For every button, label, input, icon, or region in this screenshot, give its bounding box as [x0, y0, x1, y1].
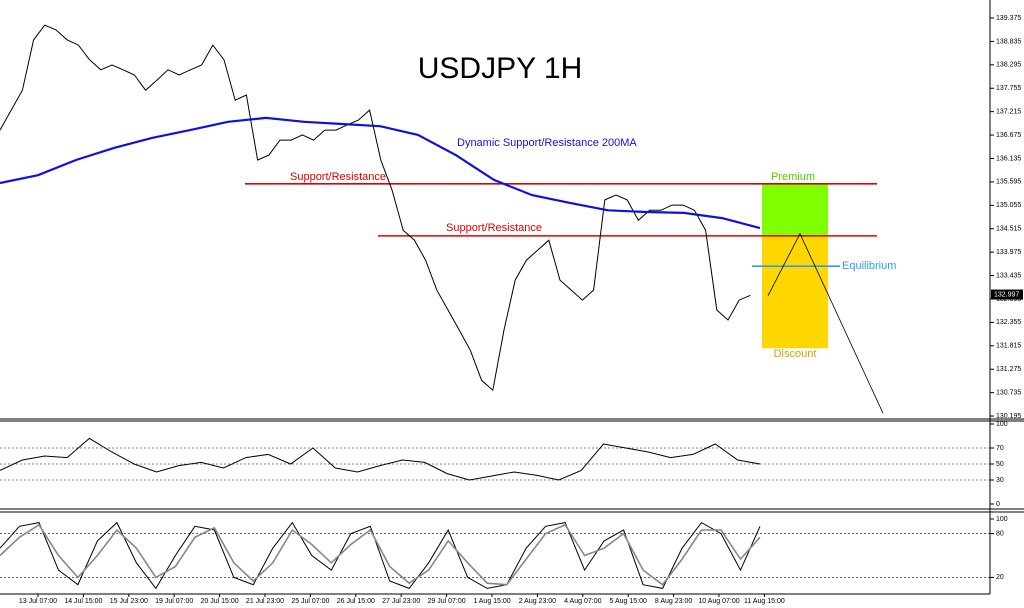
y-tick-label: 131.275 — [996, 366, 1021, 373]
oscillator-line — [0, 437, 761, 481]
price-line — [0, 24, 751, 392]
x-tick-label: 5 Aug 15:00 — [610, 598, 647, 605]
y-tick-label: 30 — [996, 477, 1004, 484]
x-tick-label: 27 Jul 23:00 — [382, 598, 420, 605]
y-tick-label: 139.375 — [996, 15, 1021, 22]
projection-line — [767, 232, 884, 414]
y-tick-label: 136.675 — [996, 132, 1021, 139]
y-tick-label: 80 — [996, 530, 1004, 537]
x-tick-label: 20 Jul 15:00 — [201, 598, 239, 605]
oscillator-line — [0, 521, 761, 590]
y-tick-label: 137.755 — [996, 85, 1021, 92]
zone — [762, 235, 828, 349]
y-tick-label: 132.355 — [996, 319, 1021, 326]
y-tick-label: 100 — [996, 516, 1008, 523]
level-label: Support/Resistance — [446, 222, 542, 234]
y-tick-label: 130.735 — [996, 389, 1021, 396]
y-tick-label: 135.055 — [996, 202, 1021, 209]
x-tick-label: 13 Jul 07:00 — [19, 598, 57, 605]
ma-line — [0, 116, 761, 230]
x-tick-label: 26 Jul 15:00 — [337, 598, 375, 605]
level-label: Equilibrium — [842, 260, 896, 272]
y-tick-label: 131.815 — [996, 343, 1021, 350]
y-tick-label: 0 — [996, 501, 1000, 508]
y-tick-label: 100 — [996, 421, 1008, 428]
y-tick-label: 137.215 — [996, 108, 1021, 115]
y-tick-label: 136.135 — [996, 155, 1021, 162]
y-tick-label: 135.595 — [996, 179, 1021, 186]
x-tick-label: 2 Aug 23:00 — [519, 598, 556, 605]
y-tick-label: 70 — [996, 445, 1004, 452]
y-tick-label: 138.295 — [996, 62, 1021, 69]
zone-label: Discount — [774, 348, 817, 360]
ma-label: Dynamic Support/Resistance 200MA — [457, 137, 637, 149]
y-tick-label: 130.195 — [996, 413, 1021, 420]
x-tick-label: 14 Jul 15:00 — [64, 598, 102, 605]
zone-label: Premium — [771, 171, 815, 183]
x-tick-label: 19 Jul 07:00 — [155, 598, 193, 605]
y-tick-label: 138.835 — [996, 38, 1021, 45]
y-tick-label: 20 — [996, 574, 1004, 581]
y-tick-label: 50 — [996, 461, 1004, 468]
x-tick-label: 25 Jul 07:00 — [291, 598, 329, 605]
x-tick-label: 4 Aug 07:00 — [564, 598, 601, 605]
y-tick-label: 133.975 — [996, 249, 1021, 256]
y-tick-label: 134.515 — [996, 226, 1021, 233]
x-tick-label: 10 Aug 07:00 — [698, 598, 739, 605]
last-price-label: 132.997 — [994, 291, 1019, 298]
chart-title: USDJPY 1H — [418, 52, 583, 85]
zone — [762, 183, 828, 236]
x-tick-label: 11 Aug 15:00 — [744, 598, 785, 605]
x-tick-label: 8 Aug 23:00 — [655, 598, 692, 605]
oscillator-line — [0, 523, 761, 586]
last-price-box — [991, 289, 1023, 300]
y-tick-label: 133.435 — [996, 272, 1021, 279]
x-tick-label: 29 Jul 07:00 — [428, 598, 466, 605]
x-tick-label: 21 Jul 23:00 — [246, 598, 284, 605]
level-label: Support/Resistance — [290, 171, 386, 183]
x-tick-label: 1 Aug 15:00 — [473, 598, 510, 605]
x-tick-label: 15 Jul 23:00 — [110, 598, 148, 605]
